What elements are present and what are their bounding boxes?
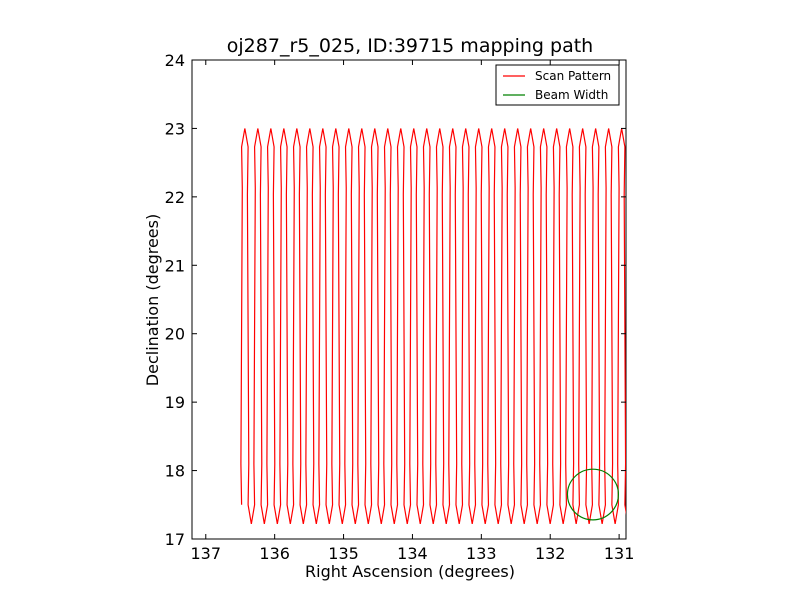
x-tick-label: 134	[397, 544, 428, 563]
beam-width-circle	[566, 468, 620, 521]
legend-box	[495, 64, 620, 106]
x-tick-label: 137	[191, 544, 222, 563]
x-tick-label: 131	[604, 544, 635, 563]
y-tick-label: 17	[165, 530, 185, 549]
x-axis-label: Right Ascension (degrees)	[305, 562, 515, 581]
chart-title: oj287_r5_025, ID:39715 mapping path	[227, 35, 593, 57]
y-tick-label: 20	[165, 325, 185, 344]
y-tick-label: 24	[165, 51, 185, 70]
x-tick-label: 132	[535, 544, 566, 563]
ticks-layer: 137 136 135 134 133 132 131 17 18 19 20 21 22 23 24	[165, 51, 635, 563]
x-tick-label: 135	[328, 544, 359, 563]
plot-area: 137 136 135 134 133 132 131 17 18 19 20 21 22 23 24	[165, 51, 635, 563]
scan-pattern-line	[240, 128, 626, 525]
y-tick-label: 22	[165, 188, 185, 207]
legend-label-beam-width: Beam Width	[535, 88, 608, 102]
legend-label-scan-pattern: Scan Pattern	[535, 69, 611, 83]
axes-frame	[191, 59, 627, 540]
y-tick-label: 21	[165, 256, 185, 275]
y-tick-label: 19	[165, 393, 185, 412]
y-axis-label: Declination (degrees)	[143, 214, 162, 386]
legend: Scan Pattern Beam Width	[495, 64, 620, 106]
x-tick-label: 136	[259, 544, 290, 563]
y-tick-label: 23	[165, 119, 185, 138]
x-tick-label: 133	[466, 544, 497, 563]
data-layer	[240, 128, 626, 525]
y-tick-label: 18	[165, 462, 185, 481]
